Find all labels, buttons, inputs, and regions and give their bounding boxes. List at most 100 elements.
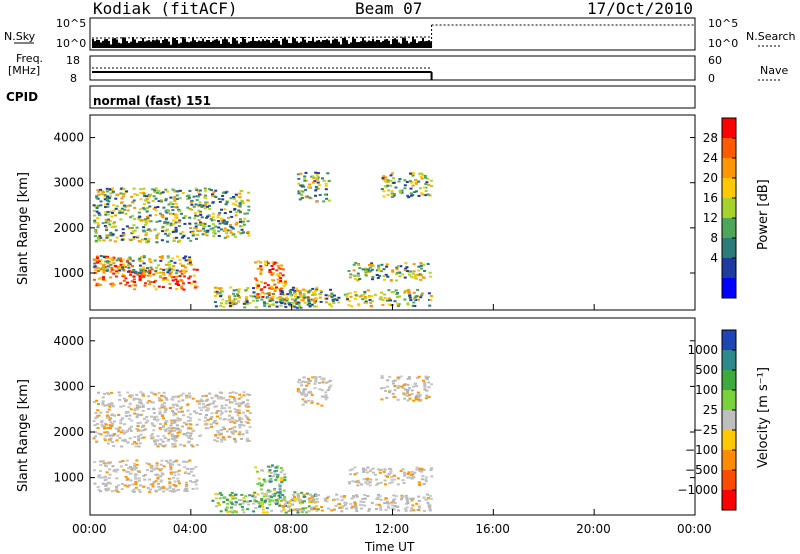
power-echo-cell [263, 286, 267, 289]
velocity-echo-cell [167, 432, 171, 435]
velocity-echo-cell [142, 429, 146, 432]
power-echo-cell [187, 196, 191, 199]
velocity-echo-cell [399, 375, 403, 378]
nsky-bar [262, 39, 264, 48]
nsky-bar [232, 37, 234, 48]
power-echo-cell [403, 276, 407, 279]
power-echo-cell [246, 231, 250, 233]
velocity-echo-cell [217, 504, 221, 506]
power-echo-cell [193, 217, 197, 220]
velocity-echo-cell [152, 407, 155, 410]
power-echo-cell [114, 275, 118, 278]
freq-panel-frame [89, 55, 696, 81]
power-echo-cell [254, 306, 258, 309]
velocity-echo-cell [189, 417, 193, 420]
power-echo-cell [324, 188, 328, 191]
velocity-echo-cell [314, 508, 318, 511]
velocity-echo-cell [300, 491, 304, 494]
power-echo-cell [245, 295, 248, 298]
power-echo-cell [419, 296, 423, 299]
power-echo-cell [311, 293, 315, 296]
power-echo-cell [98, 239, 102, 242]
velocity-echo-cell [375, 508, 378, 511]
velocity-echo-cell [396, 483, 400, 486]
power-echo-cell [405, 266, 409, 269]
power-echo-cell [286, 293, 290, 296]
power-echo-cell [111, 190, 115, 193]
power-echo-cell [143, 223, 147, 226]
velocity-echo-cell [164, 397, 168, 400]
velocity-echo-cell [264, 498, 268, 501]
power-echo-cell [161, 286, 165, 289]
power-echo-cell [384, 273, 388, 276]
velocity-echo-cell [168, 486, 172, 489]
power-echo-cell [241, 221, 245, 224]
power-echo-cell [174, 230, 178, 233]
power-echo-cell [392, 177, 395, 180]
power-echo-cell [303, 301, 307, 304]
power-echo-cell [183, 222, 187, 225]
velocity-echo-cell [188, 459, 192, 462]
power-echo-cell [140, 273, 144, 276]
velocity-echo-cell [233, 400, 237, 403]
velocity-echo-cell [170, 437, 174, 440]
power-echo-cell [166, 240, 169, 243]
power-echo-cell [130, 226, 134, 229]
velocity-echo-cell [303, 495, 307, 498]
velocity-echo-cell [333, 498, 337, 501]
power-echo-cell [168, 274, 172, 277]
power-echo-cell [420, 292, 424, 295]
freq-tick-top: 18 [66, 54, 80, 67]
velocity-echo-cell [105, 392, 109, 394]
nsky-bar [314, 41, 316, 48]
power-echo-cell [291, 302, 295, 305]
velocity-echo-cell [407, 394, 411, 396]
power-echo-cell [125, 190, 129, 193]
power-echo-cell [212, 191, 216, 194]
velocity-echo-cell [364, 468, 368, 471]
velocity-echo-cell [238, 423, 242, 426]
velocity-echo-cell [184, 485, 188, 488]
power-echo-cell [212, 235, 216, 238]
nsky-bar [96, 39, 98, 48]
velocity-echo-cell [150, 467, 154, 470]
velocity-echo-cell [197, 402, 201, 405]
nsky-bar [388, 40, 390, 48]
power-echo-cell [119, 282, 123, 285]
power-echo-cell [162, 206, 166, 209]
velocity-echo-cell [231, 427, 235, 430]
power-echo-cell [96, 237, 100, 240]
velocity-echo-cell [397, 509, 400, 512]
velocity-echo-cell [258, 504, 262, 507]
power-echo-cell [133, 229, 137, 232]
power-echo-cell [164, 232, 167, 235]
power-echo-cell [259, 271, 263, 273]
velocity-echo-cell [262, 511, 265, 514]
power-echo-cell [214, 189, 218, 192]
velocity-echo-cell [390, 476, 394, 479]
velocity-echo-cell [220, 392, 224, 394]
velocity-echo-cell [146, 469, 150, 472]
velocity-echo-cell [234, 504, 238, 506]
velocity-echo-cell [216, 410, 220, 413]
power-echo-cell [303, 179, 307, 182]
power-echo-cell [383, 278, 386, 281]
velocity-echo-cell [239, 421, 243, 423]
velocity-echo-cell [401, 468, 405, 471]
power-echo-cell [375, 274, 379, 276]
power-echo-cell [321, 177, 324, 180]
velocity-echo-cell [415, 466, 419, 469]
power-echo-cell [148, 258, 152, 261]
power-echo-cell [105, 255, 109, 258]
power-echo-cell [419, 265, 423, 267]
velocity-echo-cell [234, 392, 238, 395]
power-echo-cell [145, 210, 149, 213]
power-echo-cell [407, 196, 411, 199]
velocity-echo-cell [311, 499, 315, 502]
power-echo-cell [385, 186, 389, 189]
power-echo-cell [277, 275, 281, 278]
power-echo-cell [365, 302, 369, 305]
velocity-echo-cell [320, 506, 324, 508]
velocity-echo-cell [168, 407, 172, 410]
power-echo-cell [255, 283, 259, 286]
